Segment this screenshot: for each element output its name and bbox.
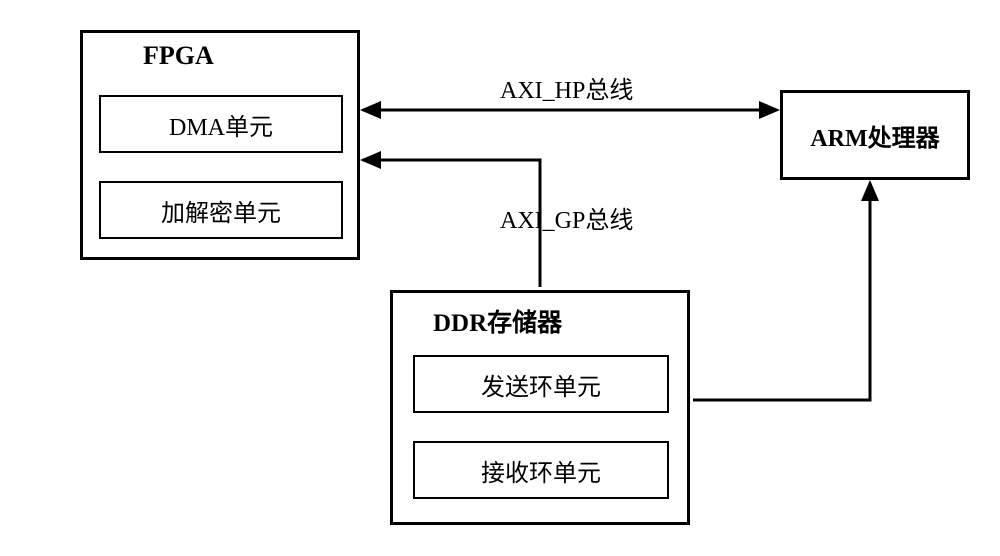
dma-unit-box: DMA单元 [99,95,343,153]
rx-ring-label: 接收环单元 [481,453,601,488]
arm-title: ARM处理器 [810,118,939,153]
crypto-unit-box: 加解密单元 [99,181,343,239]
diagram-canvas: FPGA DMA单元 加解密单元 ARM处理器 DDR存储器 发送环单元 接收环… [0,0,1000,556]
arm-box: ARM处理器 [780,90,970,180]
crypto-unit-label: 加解密单元 [161,193,281,228]
axi-hp-label: AXI_HP总线 [500,70,633,105]
fpga-box: FPGA DMA单元 加解密单元 [80,30,360,260]
fpga-title: FPGA [143,41,214,71]
tx-ring-box: 发送环单元 [413,355,669,413]
ddr-title: DDR存储器 [433,303,562,339]
axi-gp-label: AXI_GP总线 [500,200,633,235]
ddr-to-arm-arrow [693,183,870,400]
ddr-box: DDR存储器 发送环单元 接收环单元 [390,290,690,525]
tx-ring-label: 发送环单元 [481,367,601,402]
rx-ring-box: 接收环单元 [413,441,669,499]
dma-unit-label: DMA单元 [169,107,273,142]
